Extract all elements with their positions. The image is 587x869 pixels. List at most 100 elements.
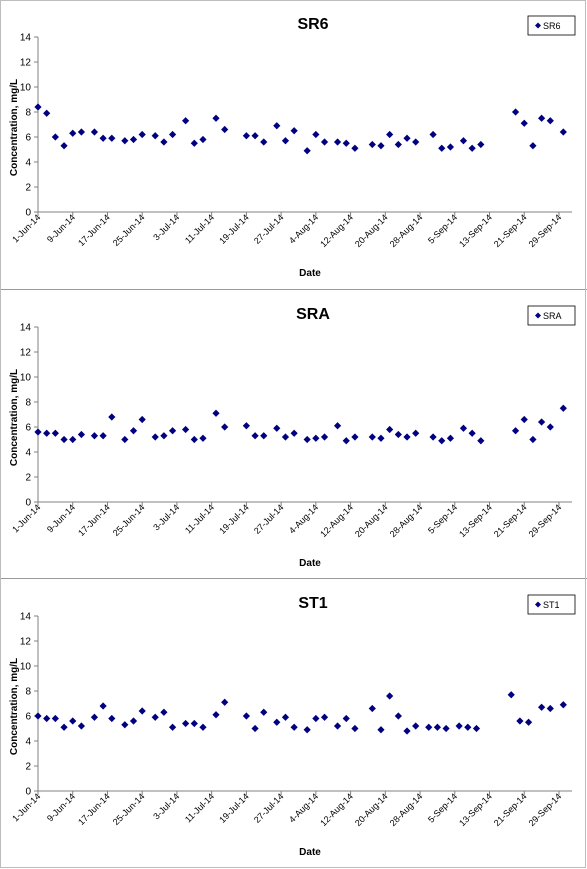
data-point bbox=[129, 135, 138, 144]
x-tick-label: 17-Jun-14 bbox=[76, 791, 112, 827]
x-tick-label: 25-Jun-14 bbox=[111, 791, 147, 827]
data-point bbox=[459, 137, 468, 145]
x-axis-label: Date bbox=[299, 268, 321, 279]
data-point bbox=[529, 435, 537, 444]
data-point bbox=[559, 404, 567, 412]
data-point bbox=[524, 718, 533, 726]
x-tick-label: 27-Jul-14 bbox=[252, 212, 286, 246]
data-point bbox=[151, 132, 159, 140]
data-point bbox=[199, 434, 207, 442]
data-point bbox=[160, 138, 168, 146]
data-point bbox=[559, 701, 567, 709]
data-point bbox=[516, 717, 524, 725]
data-point bbox=[546, 423, 554, 431]
data-point bbox=[438, 437, 446, 445]
y-tick-label: 4 bbox=[25, 448, 31, 459]
x-tick-label: 21-Sep-14 bbox=[492, 502, 529, 539]
data-point bbox=[160, 708, 168, 716]
x-tick-label: 20-Aug-14 bbox=[353, 791, 390, 828]
data-point bbox=[464, 723, 472, 731]
y-tick-label: 0 bbox=[25, 498, 31, 509]
data-point bbox=[182, 425, 190, 434]
data-point bbox=[273, 718, 281, 726]
chart-panel-sr6: SR6 0 2 4 6 8 10 12 14 1-Jun-14 9-Jun-14 17-Jun-14 2… bbox=[0, 0, 587, 288]
x-tick-label: 29-Sep-14 bbox=[527, 502, 564, 539]
chart-panel-st1: ST1 0 2 4 6 8 10 12 14 1-Jun-14 9-Jun-14 17-Jun-14 2… bbox=[0, 579, 587, 867]
data-point bbox=[182, 117, 190, 125]
x-tick-label: 25-Jun-14 bbox=[111, 502, 147, 538]
data-point bbox=[342, 437, 350, 445]
y-tick-label: 10 bbox=[20, 83, 32, 94]
x-tick-label: 21-Sep-14 bbox=[492, 791, 529, 828]
data-point bbox=[260, 432, 268, 440]
data-point bbox=[546, 117, 554, 125]
data-point bbox=[34, 712, 42, 720]
data-point bbox=[546, 704, 554, 713]
data-point bbox=[160, 432, 168, 440]
data-point bbox=[559, 128, 567, 136]
y-tick-label: 4 bbox=[25, 737, 31, 748]
x-tick-label: 13-Sep-14 bbox=[457, 212, 494, 249]
y-tick-label: 2 bbox=[25, 762, 31, 773]
data-point bbox=[333, 722, 342, 730]
data-point bbox=[368, 140, 376, 149]
legend-label: ST1 bbox=[543, 600, 560, 610]
data-point bbox=[43, 714, 51, 723]
data-point bbox=[403, 727, 411, 735]
data-point bbox=[129, 427, 138, 435]
x-tick-label: 27-Jul-14 bbox=[252, 791, 286, 825]
x-tick-label: 19-Jul-14 bbox=[217, 502, 251, 536]
x-tick-label: 4-Aug-14 bbox=[287, 502, 320, 535]
data-point bbox=[60, 435, 68, 444]
data-point bbox=[281, 713, 290, 721]
data-point bbox=[43, 429, 51, 437]
data-point bbox=[477, 437, 485, 445]
data-point bbox=[368, 433, 376, 441]
y-tick-label: 10 bbox=[20, 373, 32, 384]
data-point bbox=[351, 144, 359, 152]
data-point bbox=[386, 692, 394, 700]
y-tick-label: 8 bbox=[25, 398, 31, 409]
x-tick-label: 28-Aug-14 bbox=[388, 791, 425, 828]
data-point bbox=[320, 138, 329, 146]
x-tick-label: 25-Jun-14 bbox=[111, 212, 147, 248]
data-point bbox=[108, 134, 116, 142]
legend-label: SRA bbox=[543, 311, 562, 321]
data-point bbox=[412, 722, 420, 730]
data-point bbox=[260, 708, 268, 716]
x-tick-label: 19-Jul-14 bbox=[217, 791, 251, 825]
data-point bbox=[251, 724, 259, 733]
data-point bbox=[425, 723, 433, 731]
y-axis-label: Concentration, mg/L bbox=[9, 369, 20, 466]
data-point bbox=[394, 712, 402, 720]
data-point bbox=[273, 122, 281, 130]
data-point bbox=[520, 119, 528, 127]
data-point bbox=[151, 713, 159, 721]
data-point bbox=[99, 702, 107, 710]
legend: ST1 bbox=[527, 594, 576, 615]
x-tick-label: 20-Aug-14 bbox=[353, 212, 390, 249]
x-tick-label: 20-Aug-14 bbox=[353, 502, 390, 539]
data-point bbox=[168, 130, 177, 139]
x-tick-label: 12-Aug-14 bbox=[318, 212, 355, 249]
x-axis-label: Date bbox=[299, 558, 321, 569]
data-point bbox=[251, 432, 259, 440]
x-tick-label: 9-Jun-14 bbox=[45, 502, 77, 534]
data-point bbox=[212, 711, 220, 719]
y-tick-label: 4 bbox=[25, 158, 31, 169]
data-point bbox=[333, 422, 342, 430]
y-tick-label: 6 bbox=[25, 423, 31, 434]
x-tick-label: 17-Jun-14 bbox=[76, 502, 112, 538]
data-point bbox=[251, 132, 259, 140]
x-axis-label: Date bbox=[299, 847, 321, 858]
data-point bbox=[138, 130, 146, 139]
x-tick-label: 12-Aug-14 bbox=[318, 502, 355, 539]
legend-box bbox=[527, 15, 576, 36]
data-point bbox=[138, 415, 146, 424]
legend: SRA bbox=[527, 305, 576, 326]
data-point bbox=[538, 114, 546, 122]
data-point bbox=[429, 130, 437, 139]
